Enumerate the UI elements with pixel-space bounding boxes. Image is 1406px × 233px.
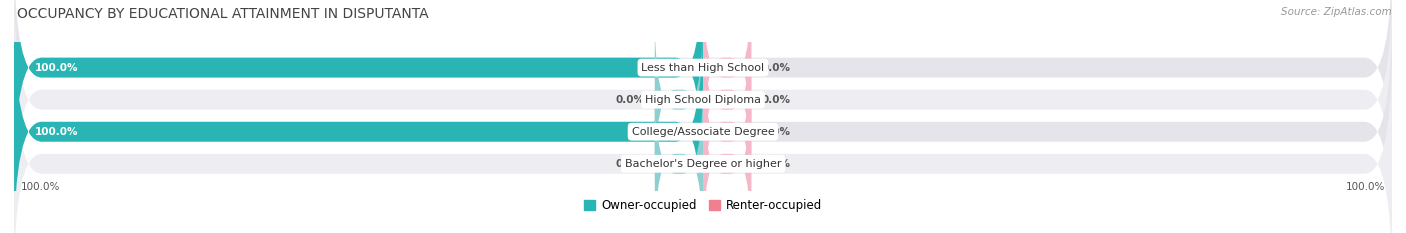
FancyBboxPatch shape (703, 45, 751, 218)
Text: 0.0%: 0.0% (762, 95, 790, 105)
FancyBboxPatch shape (14, 14, 1392, 233)
Text: Bachelor's Degree or higher: Bachelor's Degree or higher (624, 159, 782, 169)
FancyBboxPatch shape (655, 14, 703, 186)
Text: Source: ZipAtlas.com: Source: ZipAtlas.com (1281, 7, 1392, 17)
Text: 0.0%: 0.0% (762, 127, 790, 137)
Text: 0.0%: 0.0% (616, 159, 644, 169)
FancyBboxPatch shape (703, 0, 751, 154)
Text: 0.0%: 0.0% (762, 63, 790, 73)
Text: High School Diploma: High School Diploma (645, 95, 761, 105)
Text: College/Associate Degree: College/Associate Degree (631, 127, 775, 137)
Text: 0.0%: 0.0% (616, 95, 644, 105)
Text: 100.0%: 100.0% (35, 127, 79, 137)
Text: OCCUPANCY BY EDUCATIONAL ATTAINMENT IN DISPUTANTA: OCCUPANCY BY EDUCATIONAL ATTAINMENT IN D… (17, 7, 429, 21)
FancyBboxPatch shape (703, 78, 751, 233)
Text: 100.0%: 100.0% (21, 182, 60, 192)
Legend: Owner-occupied, Renter-occupied: Owner-occupied, Renter-occupied (583, 199, 823, 212)
FancyBboxPatch shape (14, 14, 703, 233)
FancyBboxPatch shape (14, 0, 703, 186)
FancyBboxPatch shape (14, 0, 1392, 218)
FancyBboxPatch shape (655, 78, 703, 233)
Text: 0.0%: 0.0% (762, 159, 790, 169)
Text: Less than High School: Less than High School (641, 63, 765, 73)
Text: 100.0%: 100.0% (1346, 182, 1385, 192)
FancyBboxPatch shape (703, 14, 751, 186)
Text: 100.0%: 100.0% (35, 63, 79, 73)
FancyBboxPatch shape (14, 45, 1392, 233)
FancyBboxPatch shape (14, 0, 1392, 186)
